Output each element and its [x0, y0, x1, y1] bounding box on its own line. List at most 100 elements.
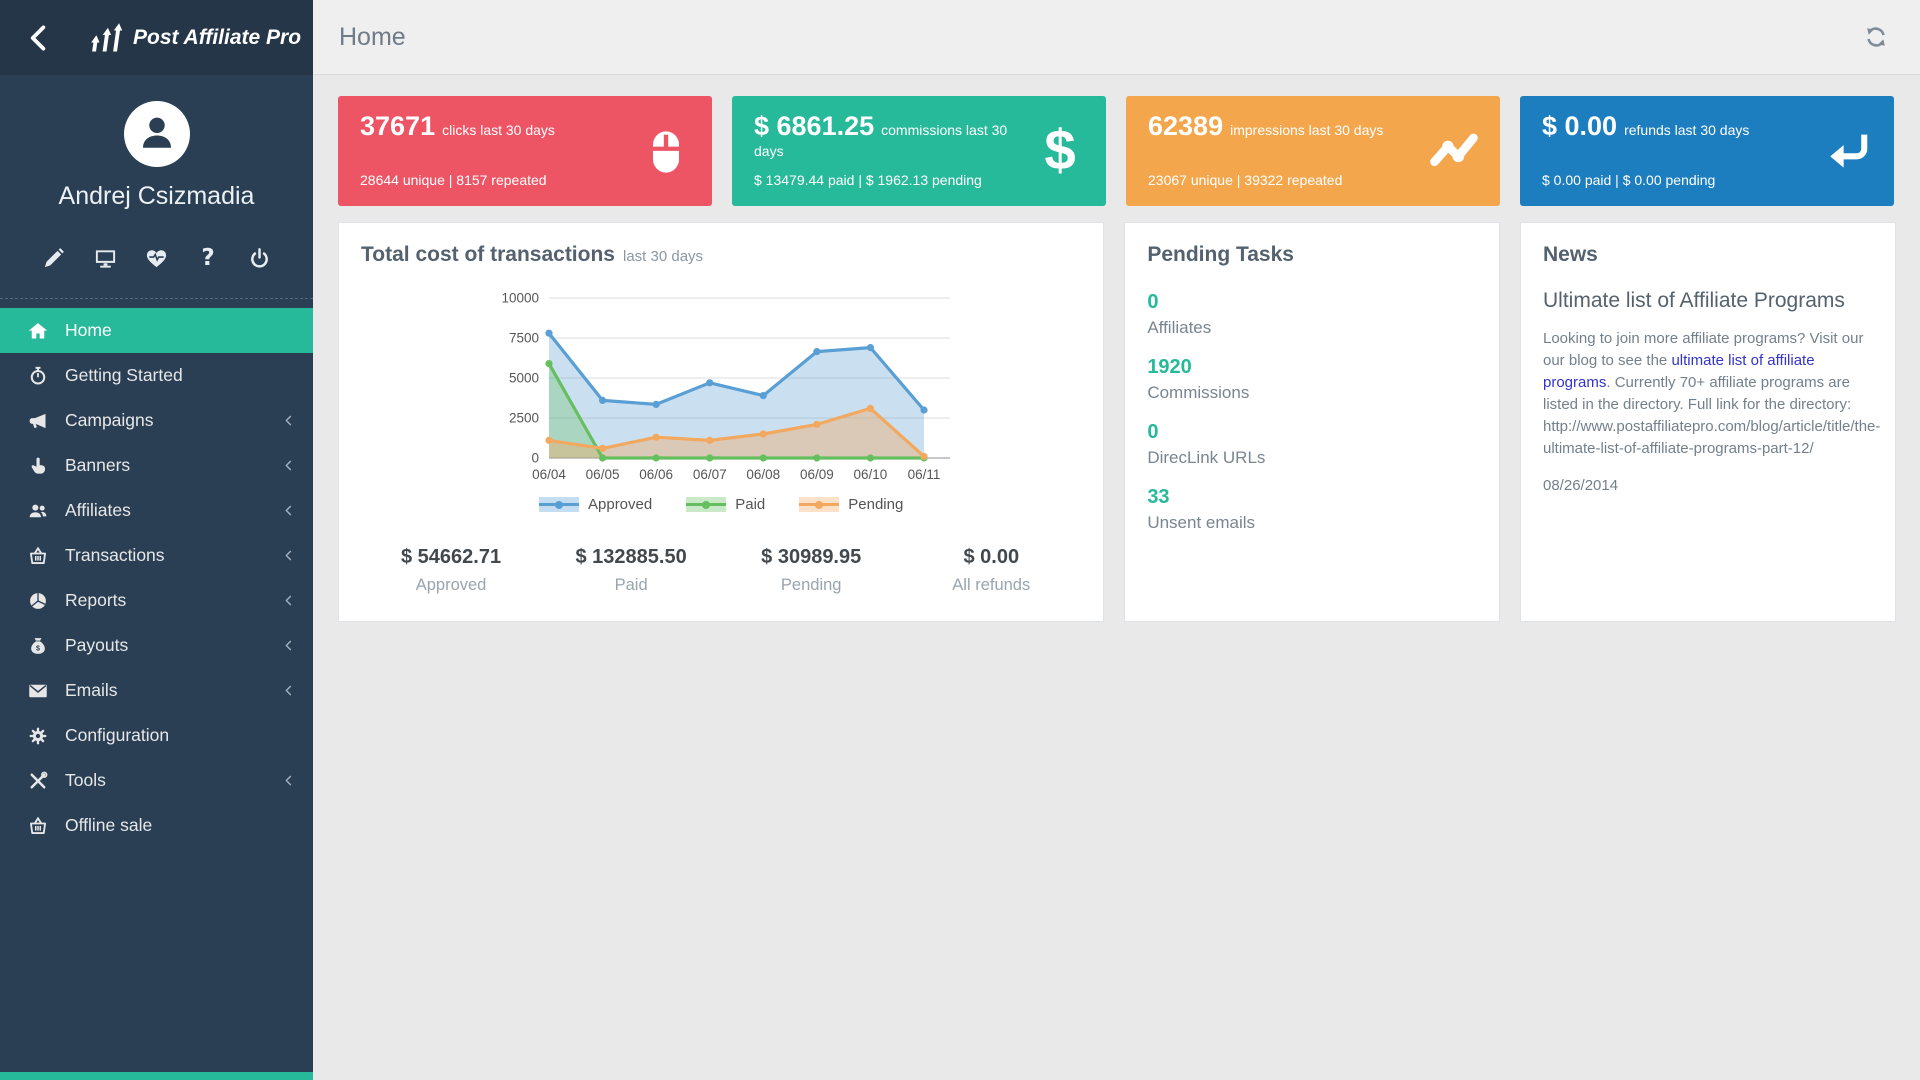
stopwatch-icon: [28, 366, 48, 386]
chevron-left-icon: [281, 683, 296, 698]
page-title: Home: [339, 23, 406, 52]
legend-swatch: [799, 497, 839, 512]
task-item: 33 Unsent emails: [1147, 484, 1477, 536]
stat-value: 37671: [360, 111, 435, 141]
sidebar-item-reports[interactable]: Reports: [0, 578, 313, 623]
stat-card-clicks: 37671clicks last 30 days 28644 unique | …: [338, 96, 712, 206]
task-item: 0 Affiliates: [1147, 289, 1477, 341]
sidebar-item-banners[interactable]: Banners: [0, 443, 313, 488]
svg-text:$: $: [36, 644, 40, 652]
hand-pointer-icon: [28, 456, 48, 476]
quick-actions: ?: [0, 211, 313, 298]
top-bar: Home: [313, 0, 1920, 75]
stat-value: 62389: [1148, 111, 1223, 141]
sidebar: Post Affiliate Pro Andrej Csizmadia ? Ho…: [0, 0, 313, 1080]
news-panel: News Ultimate list of Affiliate Programs…: [1520, 222, 1896, 622]
sidebar-item-getting-started[interactable]: Getting Started: [0, 353, 313, 398]
svg-text:06/04: 06/04: [532, 467, 566, 482]
refresh-button[interactable]: [1864, 25, 1888, 49]
line-chart-icon: [1428, 124, 1480, 180]
summary-label: Pending: [721, 576, 901, 595]
sidebar-item-label: Tools: [65, 770, 281, 791]
pencil-icon[interactable]: [42, 247, 65, 270]
sidebar-item-label: Campaigns: [65, 410, 281, 431]
stat-detail: 23067 unique | 39322 repeated: [1148, 172, 1420, 192]
panels-row: Total cost of transactions last 30 days …: [338, 222, 1896, 622]
question-icon[interactable]: ?: [197, 247, 220, 270]
stat-label: impressions last 30 days: [1230, 122, 1383, 138]
svg-text:7500: 7500: [509, 331, 539, 346]
chevron-left-icon: [281, 638, 296, 653]
sidebar-item-label: Transactions: [65, 545, 281, 566]
task-count: 33: [1147, 484, 1477, 510]
legend-label: Paid: [735, 496, 765, 513]
sidebar-item-label: Payouts: [65, 635, 281, 656]
sidebar-item-label: Reports: [65, 590, 281, 611]
user-icon: [136, 111, 178, 158]
sidebar-item-transactions[interactable]: Transactions: [0, 533, 313, 578]
power-icon[interactable]: [248, 247, 271, 270]
task-count: 0: [1147, 419, 1477, 445]
megaphone-icon: [28, 411, 48, 431]
sidebar-footer-bar[interactable]: [0, 1072, 313, 1080]
sidebar-item-payouts[interactable]: $ Payouts: [0, 623, 313, 668]
user-name: Andrej Csizmadia: [0, 182, 313, 211]
legend-item: Pending: [799, 496, 903, 513]
stat-detail: $ 13479.44 paid | $ 1962.13 pending: [754, 172, 1026, 192]
sidebar-item-emails[interactable]: Emails: [0, 668, 313, 713]
task-count: 0: [1147, 289, 1477, 315]
return-arrow-icon: [1822, 124, 1874, 180]
task-label: DirecLink URLs: [1147, 445, 1477, 471]
tasks-list: 0 Affiliates 1920 Commissions 0 DirecLin…: [1147, 289, 1477, 536]
panel-title: News: [1543, 243, 1873, 267]
basket-icon: [28, 546, 48, 566]
pie-chart-icon: [28, 591, 48, 611]
sidebar-item-campaigns[interactable]: Campaigns: [0, 398, 313, 443]
tools-icon: [28, 771, 48, 791]
legend-label: Approved: [588, 496, 652, 513]
svg-text:2500: 2500: [509, 411, 539, 426]
sidebar-item-home[interactable]: Home: [0, 308, 313, 353]
collapse-sidebar-button[interactable]: [24, 23, 54, 53]
summary-value: $ 54662.71: [361, 546, 541, 569]
stat-cards-row: 37671clicks last 30 days 28644 unique | …: [338, 96, 1896, 206]
stat-label: refunds last 30 days: [1624, 122, 1749, 138]
sidebar-item-configuration[interactable]: Configuration: [0, 713, 313, 758]
envelope-icon: [28, 681, 48, 701]
sidebar-menu: Home Getting Started Campaigns Banners A…: [0, 308, 313, 848]
basket-icon: [28, 816, 48, 836]
chevron-left-icon: [281, 458, 296, 473]
monitor-icon[interactable]: [94, 247, 117, 270]
summary-column: $ 132885.50 Paid: [541, 546, 721, 595]
sidebar-item-offline-sale[interactable]: Offline sale: [0, 803, 313, 848]
stat-card-impressions: 62389 impressions last 30 days 23067 uniq…: [1126, 96, 1500, 206]
svg-text:10000: 10000: [501, 291, 539, 306]
summary-value: $ 30989.95: [721, 546, 901, 569]
stat-value: $ 6861.25: [754, 111, 874, 141]
heartbeat-icon[interactable]: [145, 247, 168, 270]
summary-column: $ 54662.71 Approved: [361, 546, 541, 595]
legend-item: Paid: [686, 496, 765, 513]
sidebar-item-affiliates[interactable]: Affiliates: [0, 488, 313, 533]
pending-tasks-panel: Pending Tasks 0 Affiliates 1920 Commissi…: [1124, 222, 1500, 622]
home-icon: [28, 321, 48, 341]
summary-column: $ 30989.95 Pending: [721, 546, 901, 595]
news-date: 08/26/2014: [1543, 477, 1873, 494]
svg-text:06/11: 06/11: [907, 467, 940, 482]
sidebar-item-tools[interactable]: Tools: [0, 758, 313, 803]
stat-detail: 28644 unique | 8157 repeated: [360, 172, 632, 192]
sidebar-header: Post Affiliate Pro: [0, 0, 313, 75]
chevron-left-icon: [281, 593, 296, 608]
svg-text:$: $: [1044, 124, 1075, 180]
transactions-chart: 02500500075001000006/0406/0506/0606/0706…: [484, 283, 959, 513]
panel-subtitle: last 30 days: [623, 248, 703, 265]
news-body: Looking to join more affiliate programs?…: [1543, 328, 1873, 460]
chevron-left-icon: [281, 548, 296, 563]
chevron-left-icon: [24, 40, 54, 57]
content: 37671clicks last 30 days 28644 unique | …: [313, 75, 1920, 622]
task-item: 1920 Commissions: [1147, 354, 1477, 406]
panel-title: Total cost of transactions: [361, 243, 615, 267]
summary-label: Paid: [541, 576, 721, 595]
summary-label: Approved: [361, 576, 541, 595]
chevron-left-icon: [281, 413, 296, 428]
